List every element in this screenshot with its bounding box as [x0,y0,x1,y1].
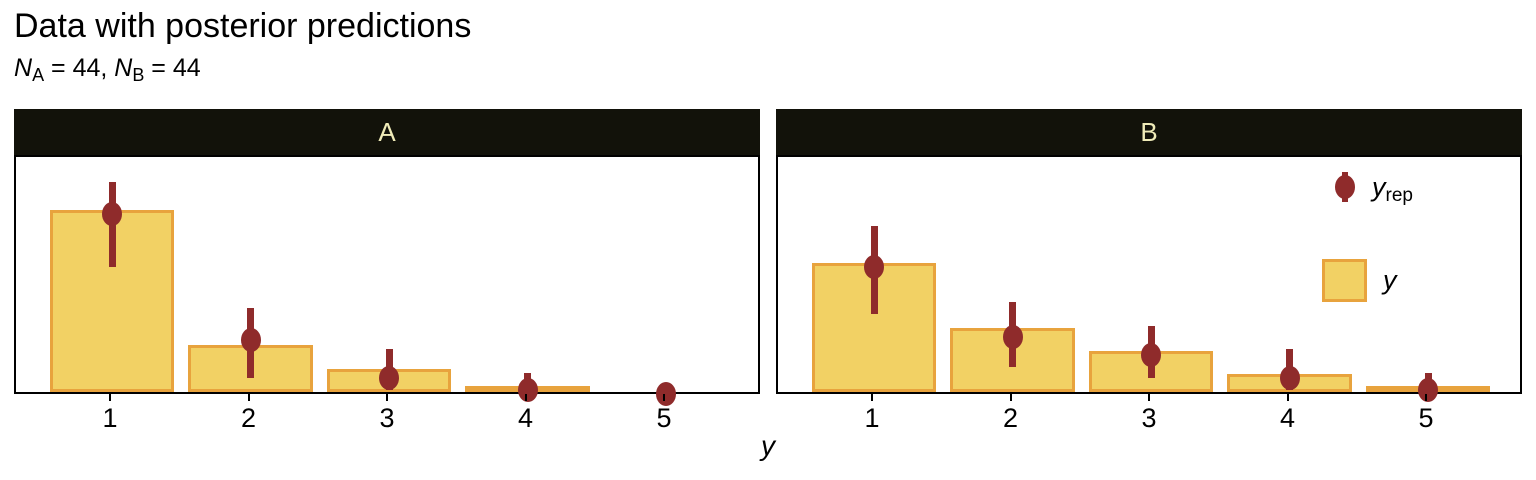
x-tick-5 [1425,394,1427,401]
plot-title: Data with posterior predictions [14,7,472,45]
yrep-point-5 [656,382,676,407]
x-tick-4 [1286,394,1289,401]
x-tick-2 [1009,394,1012,401]
subtitle-var-a: N [14,54,33,82]
x-tick-3 [386,394,388,401]
subtitle-sub-a: A [32,65,45,85]
x-tick-label-1: 1 [102,403,118,433]
x-tick-label-4: 4 [1279,403,1296,433]
yrep-point-3 [1141,342,1161,367]
x-tick-label-5: 5 [1418,403,1434,433]
x-axis-b: 1 2 3 4 5 [776,394,1522,444]
x-tick-label-5: 5 [656,403,672,433]
facet-strip-b: B [776,109,1522,155]
yrep-pointrange-icon [1310,165,1380,209]
x-tick-label-4: 4 [517,403,534,433]
legend-label-yrep: yrep [1372,165,1413,209]
x-tick-label-2: 2 [1002,403,1019,433]
y-bar-swatch-icon [1322,259,1367,302]
panel-b-plot-area [776,155,1522,403]
yrep-point-1 [102,202,122,227]
yrep-point-2 [1002,325,1023,350]
x-tick-2 [247,394,250,401]
facet-strip-a-label: A [378,116,396,147]
plot-subtitle: NA = 44, NB = 44 [14,52,201,85]
facet-strip-a: A [14,109,760,155]
yrep-point-1 [864,255,884,280]
legend-y-text: y [1383,265,1397,295]
x-tick-1 [109,394,111,401]
panel-a-plot-area [14,155,760,407]
legend-yrep-text: y [1372,172,1386,202]
x-tick-4 [524,394,527,401]
x-tick-5 [663,394,665,401]
subtitle-sub-b: B [132,65,145,85]
legend-label-y: y [1383,259,1397,302]
x-tick-3 [1148,394,1150,401]
yrep-point-glyph [1335,175,1355,199]
x-tick-label-3: 3 [379,403,395,433]
legend-yrep-subscript: rep [1385,185,1413,206]
x-tick-label-3: 3 [1141,403,1157,433]
x-axis-a: 1 2 3 4 5 [14,394,760,444]
facet-strip-b-label: B [1140,116,1158,147]
subtitle-eq-a: = 44, [44,54,115,82]
yrep-point-5 [1418,378,1438,403]
yrep-point-3 [379,366,399,391]
x-tick-1 [871,394,873,401]
subtitle-var-b: N [114,54,133,82]
x-tick-label-1: 1 [864,403,880,433]
yrep-point-2 [240,328,261,353]
facet-b: B 1 2 3 4 5 [776,109,1522,433]
subtitle-eq-b: = 44 [144,54,201,82]
x-tick-label-2: 2 [240,403,257,433]
facet-a: A 1 2 3 4 5 [14,109,760,433]
x-axis-title: y [761,430,775,461]
yrep-point-4 [1279,366,1300,391]
legend-item-yrep: yrep [1310,165,1413,209]
legend: yrep y [1310,165,1520,315]
yrep-point-4 [517,378,538,403]
